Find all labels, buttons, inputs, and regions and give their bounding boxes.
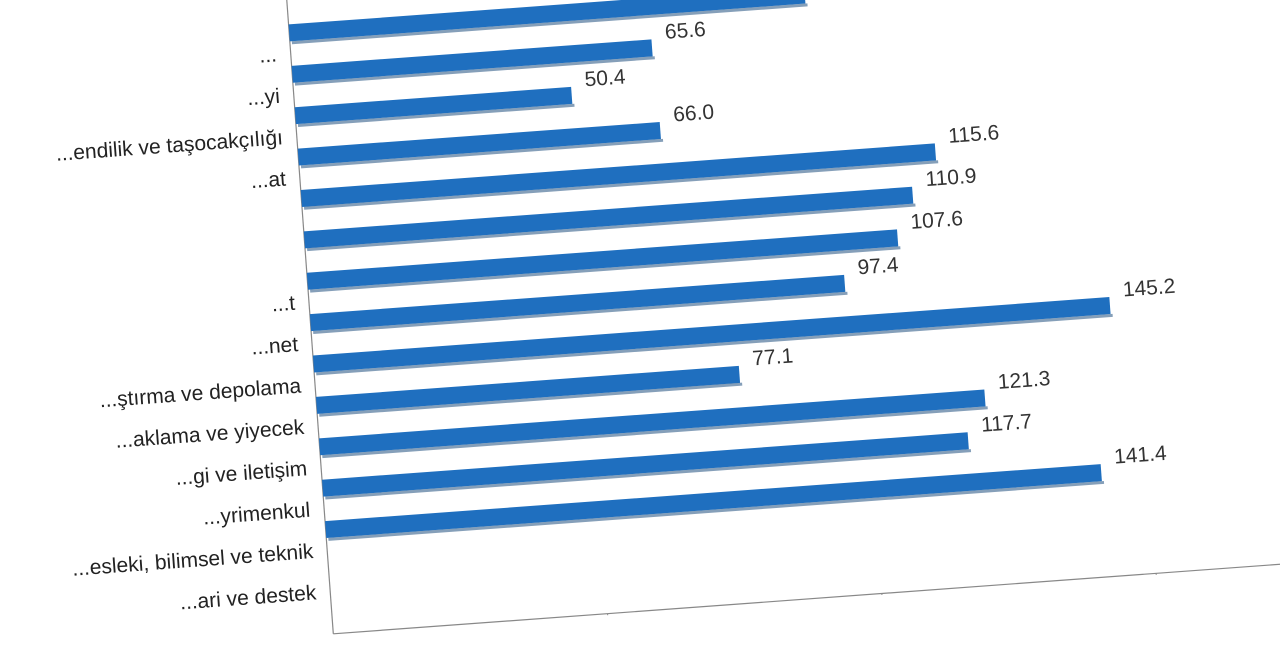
category-label: ...esleki, bilimsel ve teknik [71, 540, 314, 581]
category-label: ...endilik ve taşocakçılığı [55, 126, 284, 166]
category-label: ...ari ve destek [179, 581, 317, 614]
value-label: 97.4 [857, 253, 900, 279]
category-label: ...ştırma ve depolama [99, 374, 302, 412]
value-label: 66.0 [672, 101, 714, 127]
value-label: 145.2 [1122, 275, 1176, 302]
x-axis-line [333, 561, 1280, 634]
category-label: ...gi ve iletişim [175, 457, 308, 490]
category-label: ... [258, 43, 277, 67]
value-label: 65.6 [664, 18, 706, 44]
x-tick-label: 150 [1141, 582, 1174, 605]
category-label: ...net [251, 333, 299, 359]
category-label: ...aklama ve yiyecek [115, 416, 306, 453]
value-label: 117.7 [980, 410, 1033, 437]
bar [289, 0, 806, 41]
value-label: 141.4 [1113, 442, 1167, 469]
x-tick-label: 100 [867, 602, 900, 625]
x-tick-label: 50 [598, 623, 621, 645]
value-label: 121.3 [997, 367, 1051, 394]
category-label: ...t [271, 292, 296, 317]
value-label: 115.6 [947, 121, 1000, 148]
value-label: 50.4 [584, 65, 627, 91]
bar [295, 87, 573, 124]
value-label: 107.6 [910, 207, 964, 234]
category-label: ...yrimenkul [202, 499, 311, 530]
category-label: ...at [250, 168, 287, 194]
category-label: ...yi [246, 85, 280, 110]
bars-layer [289, 0, 1125, 541]
value-label: 110.9 [925, 164, 978, 191]
value-label: 77.1 [752, 344, 794, 370]
